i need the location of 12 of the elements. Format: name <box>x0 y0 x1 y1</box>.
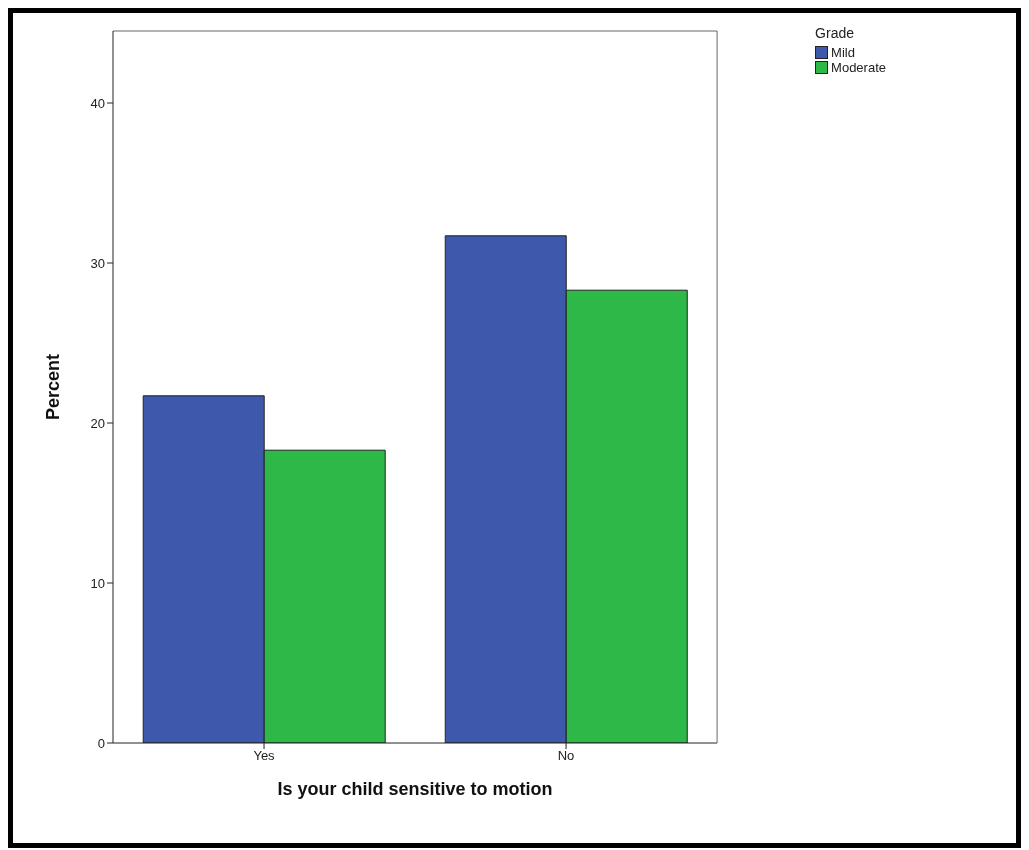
legend-label: Moderate <box>831 60 886 75</box>
y-tick-label: 10 <box>90 575 105 591</box>
x-axis-title: Is your child sensitive to motion <box>277 779 553 799</box>
y-tick-label: 0 <box>97 735 105 751</box>
y-tick-label: 40 <box>90 95 105 111</box>
legend-label: Mild <box>831 45 855 60</box>
x-tick-label: Yes <box>253 748 276 764</box>
y-tick-label: 30 <box>90 255 105 271</box>
legend-title: Grade <box>815 25 855 41</box>
x-tick-label: No <box>557 748 575 764</box>
y-axis-title: Percent <box>43 353 64 421</box>
y-tick-label: 20 <box>90 415 105 431</box>
